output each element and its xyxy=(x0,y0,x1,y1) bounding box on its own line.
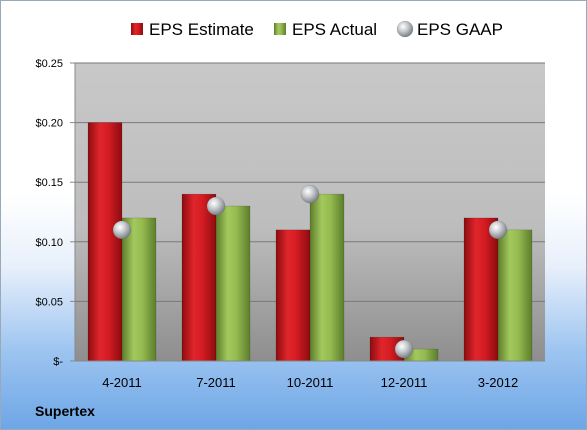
y-tick-label: $0.25 xyxy=(35,58,63,70)
eps-estimate-bar xyxy=(87,122,123,362)
eps-estimate-bar xyxy=(275,229,311,362)
x-category-label: 4-2011 xyxy=(102,375,142,390)
legend-label: EPS GAAP xyxy=(417,20,503,39)
y-tick-label: $0.05 xyxy=(35,296,63,308)
eps-gaap-marker xyxy=(112,220,132,240)
eps-actual-bar xyxy=(309,193,345,362)
x-category-label: 7-2011 xyxy=(196,375,236,390)
y-tick-label: $0.20 xyxy=(35,118,63,130)
eps-gaap-marker xyxy=(206,196,226,216)
legend-item-eps-actual: EPS Actual xyxy=(274,20,377,39)
legend-label: EPS Estimate xyxy=(149,20,254,39)
y-tick-label: $0.15 xyxy=(35,177,63,189)
eps-gaap-marker xyxy=(300,184,320,204)
eps-estimate-bar xyxy=(463,217,499,362)
legend-swatch xyxy=(274,23,286,35)
y-tick-label: $0.10 xyxy=(35,237,63,249)
x-category-label: 12-2011 xyxy=(381,375,428,390)
bars xyxy=(87,122,533,362)
eps-gaap-marker xyxy=(394,339,414,359)
legend-swatch xyxy=(131,23,143,35)
x-category-label: 3-2012 xyxy=(478,375,518,390)
legend: EPS Estimate EPS Actual EPS GAAP xyxy=(131,20,503,39)
company-name: Supertex xyxy=(35,403,95,419)
axes: $0.25 $0.20 $0.15 $0.10 $0.05 $- 4-2011 7-2011 1… xyxy=(35,58,545,390)
eps-gaap-marker xyxy=(488,220,508,240)
eps-actual-bar xyxy=(497,229,533,362)
legend-item-eps-estimate: EPS Estimate xyxy=(131,20,254,39)
gaap-markers xyxy=(112,184,508,359)
y-tick-label: $- xyxy=(53,356,63,368)
x-category-label: 10-2011 xyxy=(287,375,334,390)
eps-estimate-bar xyxy=(181,193,217,362)
eps-actual-bar xyxy=(215,205,251,362)
legend-item-eps-gaap: EPS GAAP xyxy=(396,20,503,39)
legend-marker-swatch xyxy=(396,20,414,38)
eps-actual-bar xyxy=(121,217,157,362)
legend-label: EPS Actual xyxy=(292,20,377,39)
